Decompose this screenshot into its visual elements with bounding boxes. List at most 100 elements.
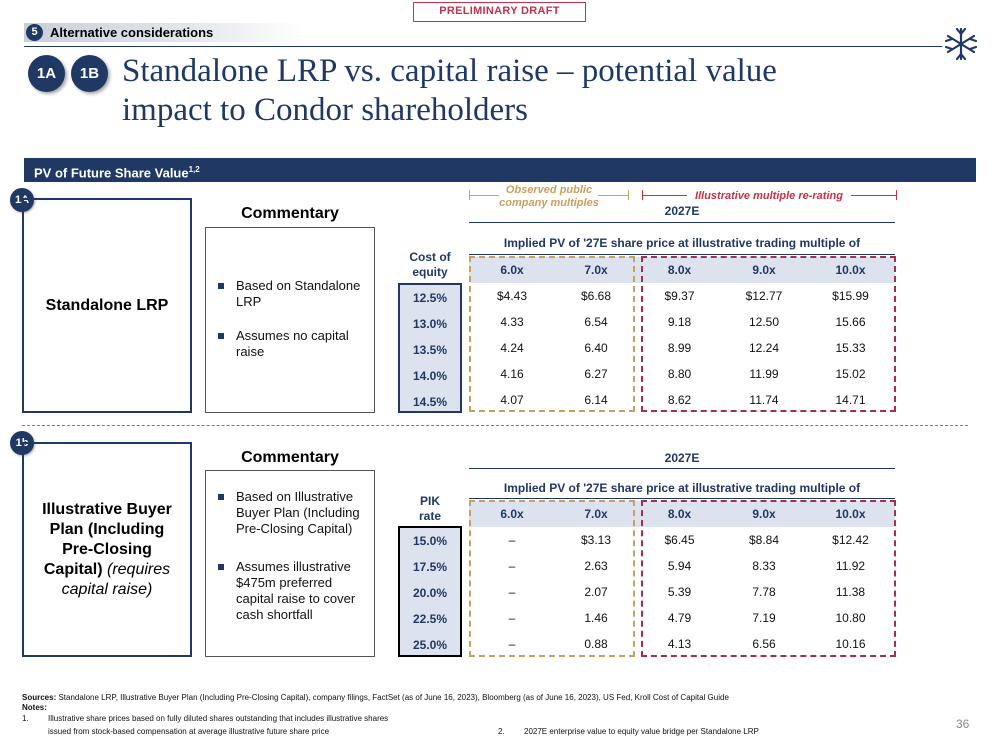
table-cell: 12.50	[748, 315, 780, 329]
coe-cell: 12.5%	[412, 291, 448, 305]
year-label-b: 2027E	[664, 451, 700, 465]
pik-cell: 15.0%	[412, 534, 448, 548]
sources-text: Standalone LRP, Illustrative Buyer Plan …	[58, 693, 729, 702]
table-b: 6.0x 7.0x 8.0x 9.0x 10.0x – $3.13 $6.45 …	[469, 501, 895, 657]
year-rule-a	[469, 222, 895, 223]
pik-rate-header: PIK rate	[398, 494, 462, 524]
implied-label-b: Implied PV of '27E share price at illust…	[503, 481, 861, 495]
draft-label: PRELIMINARY DRAFT	[413, 2, 586, 22]
observed-multiples-highlight-b	[469, 500, 635, 657]
table-b-header-row: 6.0x 7.0x 8.0x 9.0x 10.0x	[469, 501, 895, 527]
multiple-header: 8.0x	[667, 507, 692, 521]
table-cell: 6.56	[752, 637, 776, 651]
header-rule	[24, 46, 942, 47]
table-cell: –	[508, 559, 516, 573]
table-cell: 8.80	[667, 367, 692, 381]
table-cell: 15.33	[835, 341, 866, 355]
table-cell: 0.88	[584, 637, 608, 651]
table-cell: 7.19	[752, 611, 776, 625]
commentary-title-b: Commentary	[241, 449, 339, 466]
commentary-box-a: Based on Standalone LRP Assumes no capit…	[205, 227, 375, 413]
band-title: PV of Future Share Value	[34, 165, 189, 181]
table-cell: 11.74	[749, 393, 779, 407]
scenario-box-standalone: Standalone LRP	[22, 198, 192, 413]
observed-multiples-label: Observed public company multiples	[495, 184, 603, 210]
table-cell: $3.13	[580, 533, 612, 547]
multiple-header: 7.0x	[584, 263, 608, 277]
table-cell: 9.18	[667, 315, 692, 329]
commentary-a-bullet-1: Based on Standalone LRP	[216, 278, 366, 310]
table-cell: 4.79	[667, 611, 692, 625]
table-cell: 4.24	[500, 341, 524, 355]
table-cell: 7.78	[752, 585, 776, 599]
rerating-bracket-right	[896, 190, 897, 200]
table-a-header-row: 6.0x 7.0x 8.0x 9.0x 10.0x	[469, 257, 895, 283]
table-row: – 1.46 4.79 7.19 10.80	[469, 605, 895, 631]
table-cell: 15.66	[835, 315, 866, 329]
table-a: 6.0x 7.0x 8.0x 9.0x 10.0x $4.43 $6.68 $9…	[469, 257, 895, 413]
table-row: 4.07 6.14 8.62 11.74 14.71	[469, 387, 895, 413]
multiple-header: 10.0x	[835, 507, 866, 521]
implied-rule-b	[469, 498, 895, 499]
table-cell: 2.63	[584, 559, 608, 573]
implied-rule-a	[469, 254, 895, 255]
implied-label-a: Implied PV of '27E share price at illust…	[503, 236, 861, 250]
scenario-buyer-plan-label: Illustrative Buyer Plan (Including Pre-C…	[42, 500, 172, 578]
table-cell: $9.37	[664, 289, 695, 303]
band-superscript: 1,2	[188, 165, 200, 174]
rerating-line-left	[642, 195, 687, 196]
page-number: 36	[956, 717, 970, 731]
pik-cell: 20.0%	[412, 586, 448, 600]
table-cell: 4.33	[500, 315, 524, 329]
note-1-line-1: Illustrative share prices based on fully…	[48, 714, 389, 723]
coe-cell: 14.5%	[412, 395, 448, 409]
table-cell: $12.77	[745, 289, 783, 303]
multiple-header: 8.0x	[667, 263, 692, 277]
pik-rate-line-1: PIK	[419, 494, 440, 508]
section-divider	[22, 425, 968, 426]
pik-rate-column: 15.0% 17.5% 20.0% 22.5% 25.0%	[398, 526, 462, 657]
coe-cell: 13.0%	[412, 317, 448, 331]
note-1-line-2: issued from stock-based compensation at …	[48, 727, 330, 736]
multiple-header: 6.0x	[500, 507, 524, 521]
table-cell: 8.62	[667, 393, 692, 407]
snowflake-logo-icon	[944, 27, 978, 61]
commentary-title-a: Commentary	[241, 205, 339, 222]
cost-of-equity-line-2: equity	[412, 265, 448, 279]
multiple-header: 6.0x	[500, 263, 524, 277]
table-cell: 6.54	[584, 315, 608, 329]
page-title: Standalone LRP vs. capital raise – poten…	[122, 52, 922, 130]
table-cell: $6.45	[664, 533, 695, 547]
table-cell: 6.14	[584, 393, 608, 407]
table-cell: 8.33	[752, 559, 776, 573]
table-cell: $12.42	[832, 533, 869, 547]
table-cell: 1.46	[584, 611, 608, 625]
note-2-text: 2027E enterprise value to equity value b…	[524, 727, 759, 736]
commentary-a-bullet-2: Assumes no capital raise	[216, 328, 366, 360]
table-cell: 11.99	[749, 367, 779, 381]
multiple-header: 9.0x	[752, 507, 776, 521]
badge-1b: 1B	[71, 55, 108, 92]
section-number: 5	[26, 24, 43, 41]
pik-cell: 25.0%	[412, 638, 448, 652]
table-cell: –	[508, 585, 516, 599]
commentary-b-bullet-2: Assumes illustrative $475m preferred cap…	[216, 559, 366, 623]
sources-footnote: Sources: Standalone LRP, Illustrative Bu…	[22, 693, 952, 703]
table-cell: 4.13	[667, 637, 692, 651]
section-label: Alternative considerations	[50, 25, 214, 40]
table-cell: –	[508, 611, 516, 625]
table-cell: 5.94	[667, 559, 692, 573]
table-row: – 2.63 5.94 8.33 11.92	[469, 553, 895, 579]
table-cell: 4.07	[500, 393, 524, 407]
scenario-box-buyer-plan: Illustrative Buyer Plan (Including Pre-C…	[22, 442, 192, 657]
year-rule-b	[469, 468, 895, 469]
cost-of-equity-line-1: Cost of	[409, 250, 451, 264]
table-cell: 10.80	[835, 611, 866, 625]
title-line-1: Standalone LRP vs. capital raise – poten…	[122, 53, 777, 89]
table-row: $4.43 $6.68 $9.37 $12.77 $15.99	[469, 283, 895, 309]
table-cell: 11.38	[835, 585, 866, 599]
notes-label: Notes:	[22, 703, 47, 712]
scenario-buyer-plan-note: (requires capital raise)	[61, 560, 171, 598]
section-bar	[24, 23, 304, 42]
table-cell: –	[508, 637, 516, 651]
